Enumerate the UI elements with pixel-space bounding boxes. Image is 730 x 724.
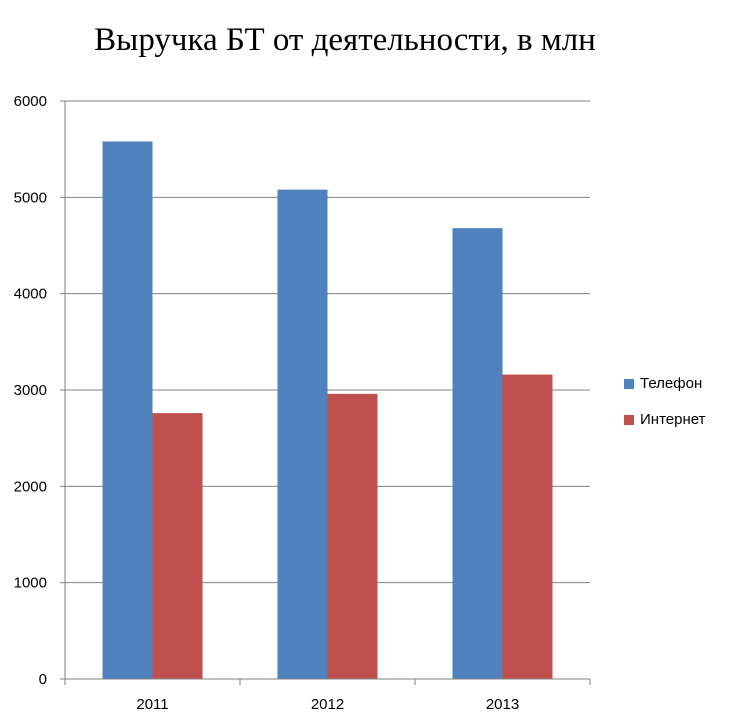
y-axis-tick-labels: 0 1000 2000 3000 4000 5000 6000 — [14, 93, 47, 688]
x-tick-label-2011: 2011 — [136, 696, 168, 713]
y-tick-label-1000: 1000 — [14, 575, 47, 592]
bar-2012-series-2 — [327, 393, 378, 679]
legend-label-series-2: Интернет — [640, 411, 706, 428]
bar-2013-series-2 — [502, 374, 553, 679]
bar-2011-series-1 — [102, 141, 153, 679]
legend-swatch-series-1 — [624, 379, 634, 389]
chart-title: Выручка БТ от деятельности, в млн — [94, 22, 596, 58]
x-tick-label-2012: 2012 — [311, 696, 344, 713]
bar-2013-series-1 — [452, 228, 503, 679]
y-tick-label-6000: 6000 — [14, 93, 47, 110]
legend-label-series-1: Телефон — [640, 375, 703, 392]
y-tick-label-2000: 2000 — [14, 478, 47, 495]
x-axis-tick-labels: 2011 2012 2013 — [136, 696, 519, 713]
y-tick-label-3000: 3000 — [14, 382, 47, 399]
y-tick-label-0: 0 — [39, 671, 47, 688]
y-tick-label-5000: 5000 — [14, 189, 47, 206]
x-tick-label-2013: 2013 — [486, 696, 519, 713]
y-tick-label-4000: 4000 — [14, 286, 47, 303]
bar-2011-series-2 — [152, 413, 203, 679]
bar-2012-series-1 — [277, 189, 328, 680]
legend-swatch-series-2 — [624, 415, 634, 425]
axes — [64, 101, 591, 685]
bars — [102, 141, 553, 680]
